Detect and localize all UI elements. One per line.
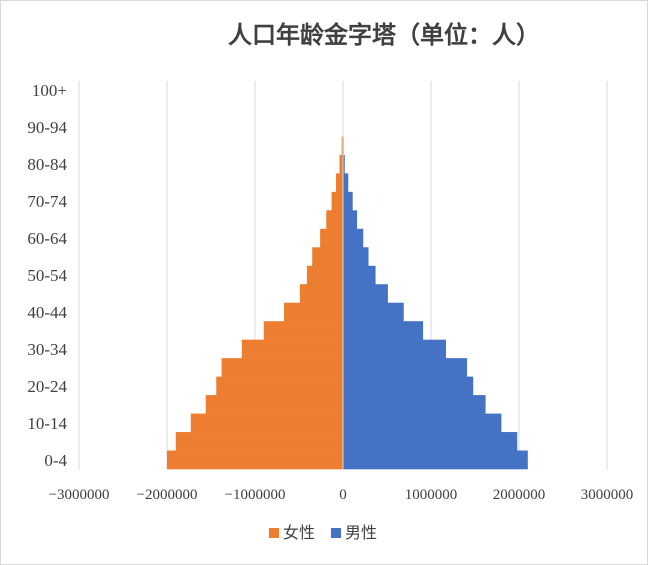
- bar-male-30-34: [343, 339, 446, 359]
- bar-male-45-49: [343, 284, 388, 304]
- bar-female-55-59: [312, 247, 343, 267]
- x-tick-label: −1000000: [225, 487, 286, 503]
- bar-female-80-84: [339, 154, 343, 174]
- bar-female-5-9: [175, 432, 343, 451]
- bar-male-20-24: [343, 376, 474, 396]
- y-tick-label: 20-24: [27, 377, 67, 396]
- bars: [167, 81, 528, 470]
- x-tick-label: −2000000: [137, 487, 198, 503]
- bar-female-0-4: [167, 450, 343, 470]
- bar-male-65-69: [343, 210, 358, 230]
- chart-title: 人口年龄金字塔（单位：人）: [228, 20, 540, 49]
- bar-female-70-74: [331, 191, 343, 211]
- bar-female-20-24: [216, 376, 343, 396]
- y-tick-label: 80-84: [27, 155, 67, 174]
- y-tick-label: 30-34: [27, 340, 67, 359]
- y-tick-label: 90-94: [27, 118, 67, 137]
- legend: 女性 男性: [269, 523, 377, 542]
- bar-female-60-64: [320, 228, 343, 248]
- bar-male-50-54: [343, 265, 376, 285]
- bar-male-75-79: [343, 173, 349, 193]
- x-tick-label: 0: [339, 487, 347, 503]
- y-axis-tick-labels: 0-4 10-14 20-24 30-34 40-44 50-54 60-64 70-74 80…: [27, 81, 67, 470]
- bar-male-40-44: [343, 302, 404, 322]
- y-tick-label: 10-14: [27, 414, 67, 433]
- bar-female-25-29: [221, 358, 343, 377]
- legend-swatch-male: [331, 528, 341, 538]
- bar-male-10-14: [343, 413, 502, 433]
- legend-label-female: 女性: [283, 523, 315, 542]
- x-axis-tick-labels: −3000000 −2000000 −1000000 0 1000000 2000000 3…: [49, 487, 634, 503]
- bar-male-15-19: [343, 395, 486, 414]
- x-tick-label: −3000000: [49, 487, 110, 503]
- bar-male-5-9: [343, 432, 518, 451]
- bar-female-40-44: [284, 302, 343, 322]
- x-tick-label: 1000000: [405, 487, 458, 503]
- y-tick-label: 0-4: [44, 451, 67, 470]
- y-tick-label: 50-54: [27, 266, 67, 285]
- bar-female-35-39: [263, 321, 343, 340]
- bar-female-65-69: [326, 210, 343, 230]
- bar-male-35-39: [343, 321, 424, 340]
- bar-male-80-84: [343, 154, 345, 174]
- legend-swatch-female: [269, 528, 279, 538]
- bar-male-0-4: [343, 450, 528, 470]
- x-tick-label: 3000000: [581, 487, 634, 503]
- x-tick-label: 2000000: [493, 487, 546, 503]
- bar-male-25-29: [343, 358, 468, 377]
- bar-female-30-34: [241, 339, 343, 359]
- y-tick-label: 100+: [32, 81, 67, 100]
- bar-male-70-74: [343, 191, 353, 211]
- y-tick-label: 60-64: [27, 229, 67, 248]
- bar-female-85-89: [341, 136, 343, 156]
- y-tick-label: 40-44: [27, 303, 67, 322]
- bar-female-10-14: [190, 413, 343, 433]
- legend-label-male: 男性: [345, 524, 377, 542]
- bar-male-55-59: [343, 247, 369, 267]
- bar-female-15-19: [205, 395, 343, 414]
- y-tick-label: 70-74: [27, 192, 67, 211]
- bar-male-60-64: [343, 228, 364, 248]
- bar-female-45-49: [299, 284, 343, 304]
- bar-female-75-79: [335, 173, 343, 193]
- bar-female-50-54: [306, 265, 343, 285]
